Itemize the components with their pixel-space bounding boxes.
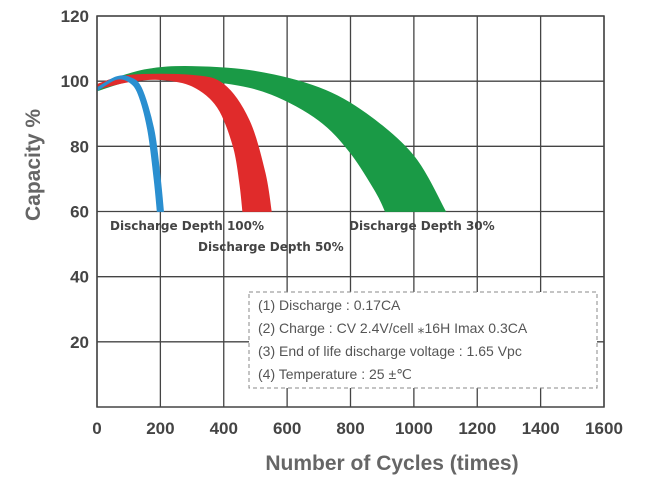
- y-tick-label: 120: [61, 7, 89, 26]
- x-tick-label: 1200: [458, 419, 496, 438]
- x-tick-label: 1400: [522, 419, 560, 438]
- note-discharge: (1) Discharge : 0.17CA: [258, 297, 401, 313]
- y-tick-label: 60: [70, 203, 89, 222]
- note-end-of-life: (3) End of life discharge voltage : 1.65…: [258, 343, 522, 359]
- x-tick-label: 600: [273, 419, 301, 438]
- x-axis-title: Number of Cycles (times): [265, 452, 518, 475]
- note-charge: (2) Charge : CV 2.4V/cell ⁎16H Imax 0.3C…: [258, 320, 528, 336]
- y-tick-label: 100: [61, 72, 89, 91]
- y-axis-title: Capacity %: [22, 109, 45, 221]
- x-tick-label: 800: [336, 419, 364, 438]
- label-discharge-depth-50: Discharge Depth 50%: [198, 240, 344, 254]
- plot-frame: [96, 15, 605, 408]
- series-band-discharge-depth-100-: [96, 75, 164, 212]
- x-tick-label: 1000: [395, 419, 433, 438]
- x-axis-ticks: 0 200 400 600 800 1000 1200 1400 1600: [92, 419, 623, 438]
- y-tick-label: 40: [70, 268, 89, 287]
- label-discharge-depth-100: Discharge Depth 100%: [110, 219, 264, 233]
- x-tick-label: 0: [92, 419, 101, 438]
- x-tick-label: 1600: [585, 419, 623, 438]
- series-layer: [96, 66, 447, 212]
- label-discharge-depth-30: Discharge Depth 30%: [349, 219, 495, 233]
- x-tick-label: 200: [146, 419, 174, 438]
- notes-box: [248, 291, 598, 389]
- y-tick-label: 80: [70, 137, 89, 156]
- x-tick-label: 400: [210, 419, 238, 438]
- y-tick-label: 20: [70, 333, 89, 352]
- note-temperature: (4) Temperature : 25 ±℃: [258, 366, 412, 382]
- series-band-discharge-depth-50-: [96, 73, 272, 212]
- y-axis-ticks: 120 100 80 60 40 20: [61, 7, 89, 352]
